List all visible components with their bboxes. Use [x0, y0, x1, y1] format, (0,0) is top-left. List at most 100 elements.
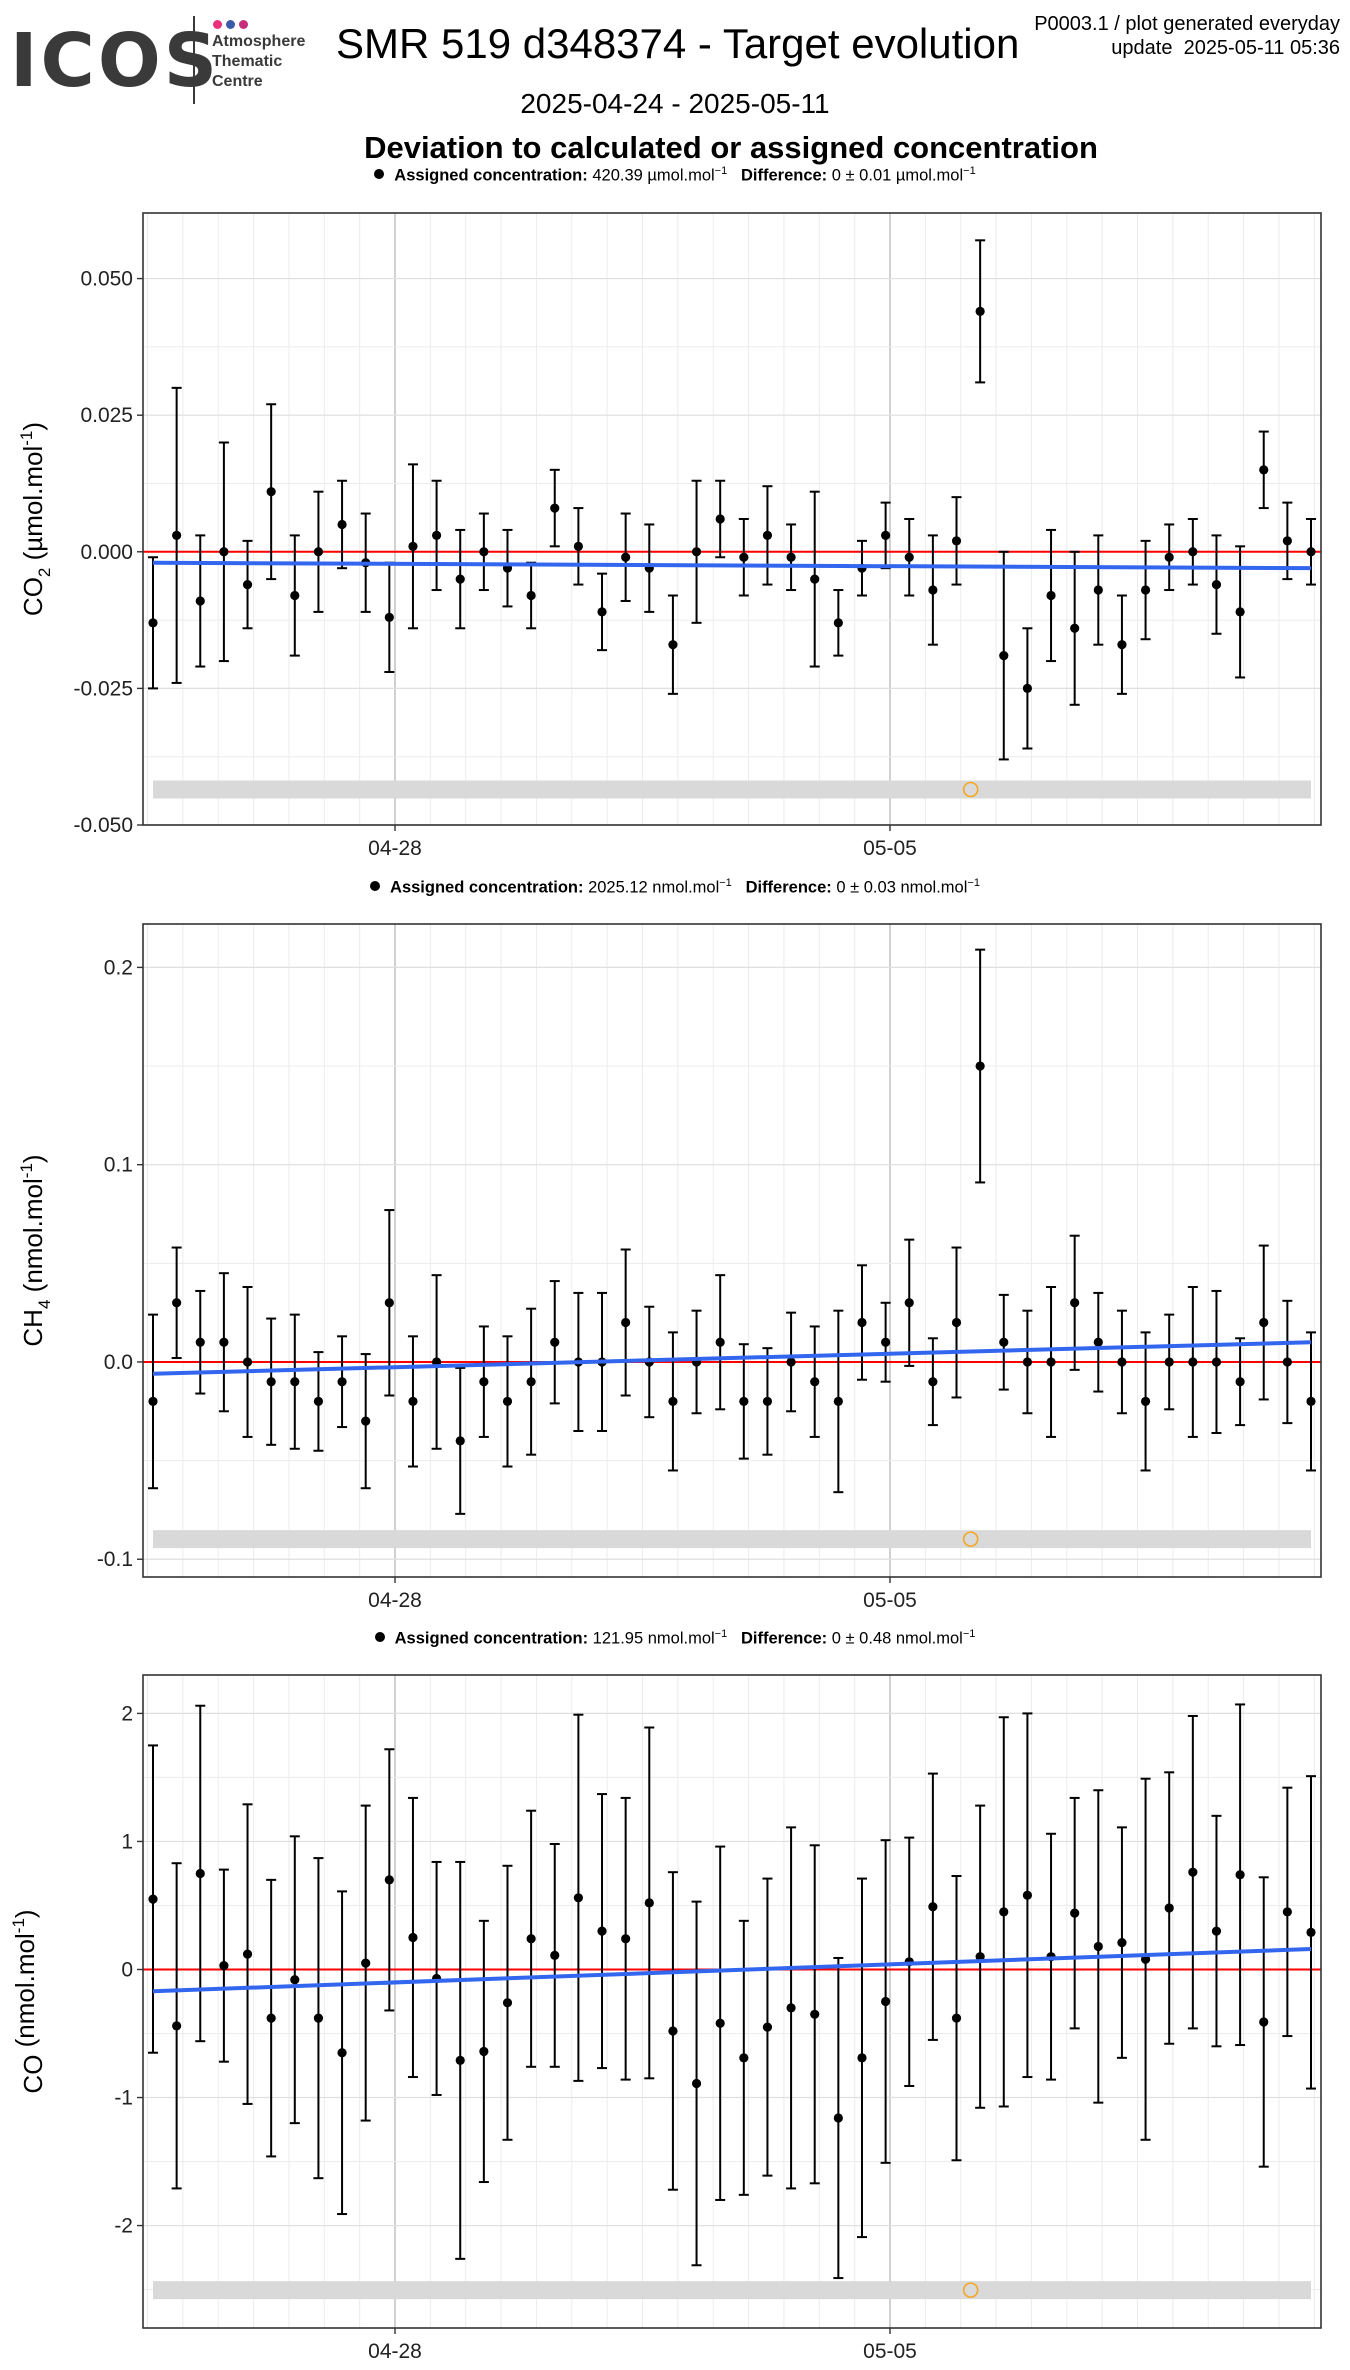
- data-point-38: [1046, 528, 1057, 663]
- data-point-22: [667, 594, 678, 695]
- data-point-4: [242, 1803, 253, 2105]
- data-point-8: [337, 1890, 348, 2216]
- data-point-marker: [999, 651, 1009, 661]
- data-point-marker: [833, 2113, 843, 2123]
- data-point-marker: [691, 2078, 702, 2089]
- highlight-marker: [962, 2282, 979, 2298]
- data-point-15: [502, 1864, 513, 2141]
- legend-difference-value: 0 ± 0.48 nmol.mol: [831, 1629, 963, 1648]
- y-tick-label: 0.000: [80, 541, 133, 564]
- y-axis-label-part: (µmol.mol: [18, 446, 48, 568]
- data-point-28: [809, 1844, 820, 2185]
- legend-point-icon: [370, 880, 381, 891]
- data-point-marker: [479, 547, 489, 557]
- data-point-13: [455, 1366, 466, 1515]
- trend-line: [152, 1947, 1312, 1994]
- y-axis-label-part: 2: [35, 568, 54, 577]
- data-point-26: [762, 1347, 773, 1456]
- data-point-marker: [408, 1932, 418, 1943]
- logo-line-thematic: Thematic: [212, 53, 283, 70]
- data-point-marker: [715, 514, 725, 524]
- y-tick-label: 0: [121, 1958, 133, 1981]
- data-point-38: [1046, 1285, 1057, 1438]
- data-point-marker: [219, 1961, 229, 1971]
- data-point-marker: [762, 2022, 773, 2032]
- chart-panel-ch4: 0.2 0.1 0.0 -0.1 04-28 05-05 CH4 (nmol.mol-1): [17, 923, 1322, 1612]
- data-point-43: [1164, 1313, 1175, 1411]
- data-point-13: [455, 528, 466, 630]
- data-point-marker: [361, 1416, 371, 1426]
- y-tick-label: 0.025: [80, 404, 133, 427]
- data-point-marker: [526, 590, 536, 601]
- data-point-marker: [621, 1317, 631, 1328]
- data-point-19: [597, 1793, 608, 2070]
- data-point-marker: [290, 1377, 300, 1387]
- data-point-31: [880, 1301, 891, 1383]
- data-point-marker: [786, 1357, 796, 1367]
- data-point-marker: [172, 2021, 182, 2031]
- data-point-marker: [715, 2018, 725, 2028]
- data-point-marker: [1140, 1396, 1151, 1407]
- data-point-17: [549, 1843, 560, 2068]
- legend-assigned-label: Assigned concentration:: [394, 166, 588, 185]
- data-point-marker: [313, 2013, 324, 2023]
- data-point-marker: [242, 579, 253, 590]
- legend-assigned-value: 2025.12 nmol.mol: [588, 878, 720, 897]
- data-point-marker: [762, 530, 773, 540]
- data-point-marker: [621, 1934, 631, 1944]
- data-point-34: [951, 1875, 962, 2162]
- update-timestamp: update 2025-05-11 05:36: [1111, 37, 1340, 59]
- data-point-37: [1022, 627, 1033, 750]
- data-point-marker: [550, 503, 560, 513]
- data-point-marker: [999, 1337, 1009, 1347]
- data-point-marker: [384, 612, 394, 622]
- data-point-5: [266, 403, 277, 581]
- data-point-7: [313, 490, 324, 613]
- data-point-marker: [881, 530, 891, 540]
- logo-wordmark: ICOS: [10, 18, 221, 104]
- data-point-21: [644, 1726, 655, 2080]
- data-point-marker: [644, 1898, 654, 1908]
- data-point-marker: [857, 1317, 867, 1328]
- data-point-marker: [337, 519, 347, 530]
- y-tick-label: -1: [114, 2087, 133, 2110]
- data-point-marker: [1140, 585, 1151, 595]
- data-point-marker: [361, 1958, 371, 1968]
- data-point-32: [904, 1238, 915, 1367]
- data-point-16: [526, 1307, 537, 1456]
- trend-line: [152, 1340, 1312, 1376]
- data-point-marker: [242, 1357, 253, 1367]
- data-point-39: [1069, 1796, 1080, 2030]
- data-point-marker: [502, 1396, 513, 1407]
- data-point-marker: [313, 1396, 324, 1407]
- data-point-marker: [313, 547, 324, 557]
- data-point-36: [998, 1293, 1009, 1391]
- data-point-24: [715, 1845, 726, 2201]
- data-point-14: [478, 1325, 489, 1438]
- data-point-20: [620, 512, 631, 602]
- panel-border: [142, 1674, 1322, 2329]
- data-point-36: [998, 550, 1009, 761]
- y-axis-label-part: CO: [18, 2055, 48, 2094]
- data-point-9: [360, 1804, 371, 2122]
- data-point-35: [975, 948, 986, 1184]
- data-point-30: [856, 1264, 867, 1381]
- data-point-40: [1093, 534, 1104, 646]
- y-tick-label: -0.1: [97, 1548, 133, 1571]
- data-point-17: [549, 1280, 560, 1405]
- data-point-marker: [951, 1317, 962, 1328]
- data-point-marker: [857, 2053, 867, 2063]
- generation-info: P0003.1 / plot generated everyday update…: [1034, 12, 1340, 60]
- y-axis-label-part: ): [18, 422, 48, 431]
- data-point-43: [1164, 1771, 1175, 2045]
- chart-panel-co2: 0.050 0.025 0.000 -0.025 -0.050 04-28 05-05 CO2…: [17, 212, 1322, 860]
- legend-unit-exponent: −1: [963, 165, 976, 177]
- data-point-5: [266, 1878, 277, 2158]
- data-point-marker: [1070, 1298, 1080, 1308]
- data-point-26: [762, 1877, 773, 2177]
- y-axis-label: CO2 (µmol.mol-1): [17, 422, 54, 616]
- y-tick-label: -0.025: [73, 677, 133, 700]
- data-point-marker: [479, 2046, 489, 2057]
- data-point-marker: [195, 1337, 205, 1347]
- data-point-marker: [1188, 1357, 1198, 1367]
